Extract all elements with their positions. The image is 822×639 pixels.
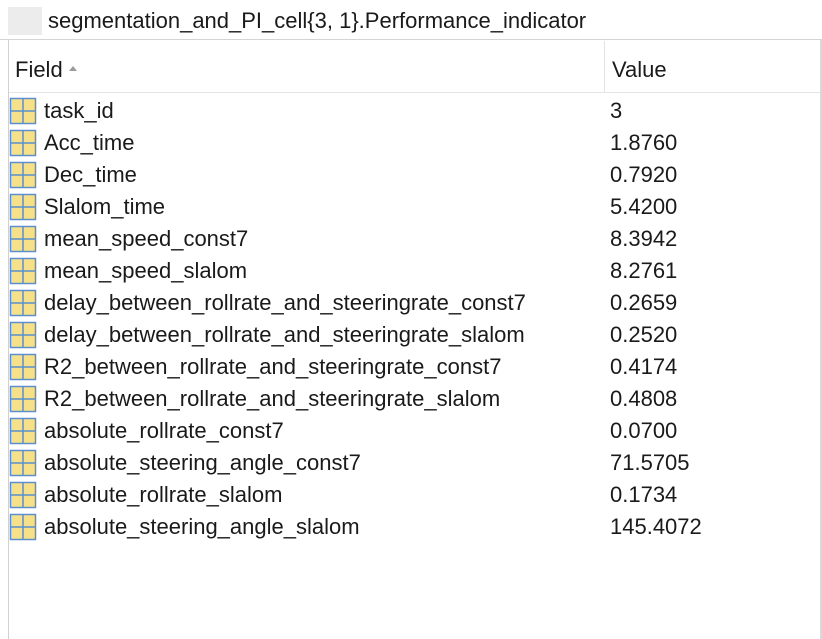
table-row[interactable]: mean_speed_const7 8.3942 <box>9 223 820 255</box>
row-field-name: mean_speed_slalom <box>44 258 248 283</box>
row-field-value[interactable]: 0.1734 <box>610 482 678 507</box>
table-row[interactable]: delay_between_rollrate_and_steeringrate_… <box>9 287 820 319</box>
table-header: Field Value <box>9 41 820 93</box>
row-field-name: mean_speed_const7 <box>44 226 249 251</box>
row-field-name: absolute_steering_angle_slalom <box>44 514 360 539</box>
row-field-name: absolute_rollrate_const7 <box>44 418 284 443</box>
table-row[interactable]: absolute_steering_angle_slalom 145.4072 <box>9 511 820 543</box>
window-title: segmentation_and_PI_cell{3, 1}.Performan… <box>48 8 587 33</box>
row-field-name: absolute_steering_angle_const7 <box>44 450 361 475</box>
struct-field-icon <box>9 353 37 381</box>
row-field-name: Acc_time <box>44 130 135 155</box>
row-field-value[interactable]: 0.2659 <box>610 290 678 315</box>
table-row[interactable]: absolute_steering_angle_const7 71.5705 <box>9 447 820 479</box>
table-row[interactable]: task_id 3 <box>9 95 820 127</box>
struct-field-icon <box>9 97 37 125</box>
row-field-value[interactable]: 0.4174 <box>610 354 678 379</box>
row-field-name: Slalom_time <box>44 194 166 219</box>
row-field-name: R2_between_rollrate_and_steeringrate_sla… <box>44 386 501 411</box>
table-row[interactable]: absolute_rollrate_slalom 0.1734 <box>9 479 820 511</box>
row-field-value[interactable]: 71.5705 <box>610 450 690 475</box>
left-border <box>8 40 9 639</box>
row-field-value[interactable]: 5.4200 <box>610 194 678 219</box>
table-row[interactable]: mean_speed_slalom 8.2761 <box>9 255 820 287</box>
table-row[interactable]: Acc_time 1.8760 <box>9 127 820 159</box>
column-header-value-label: Value <box>612 57 667 82</box>
table-body: task_id 3 Acc_time 1.8760 Dec_time 0.7920 Slal… <box>9 95 820 543</box>
row-field-value[interactable]: 8.3942 <box>610 226 678 251</box>
table-row[interactable]: R2_between_rollrate_and_steeringrate_con… <box>9 351 820 383</box>
struct-field-icon <box>9 417 37 445</box>
row-field-value[interactable]: 0.2520 <box>610 322 678 347</box>
struct-field-icon <box>9 161 37 189</box>
row-field-value[interactable]: 8.2761 <box>610 258 678 283</box>
row-field-name: R2_between_rollrate_and_steeringrate_con… <box>44 354 502 379</box>
table-row[interactable]: absolute_rollrate_const7 0.0700 <box>9 415 820 447</box>
table-row[interactable]: delay_between_rollrate_and_steeringrate_… <box>9 319 820 351</box>
row-field-value[interactable]: 145.4072 <box>610 514 702 539</box>
row-field-name: Dec_time <box>44 162 137 187</box>
struct-field-icon <box>9 481 37 509</box>
table-row[interactable]: Dec_time 0.7920 <box>9 159 820 191</box>
struct-field-icon <box>9 289 37 317</box>
variable-icon <box>8 7 42 35</box>
row-field-value[interactable]: 0.7920 <box>610 162 678 187</box>
sort-ascending-icon[interactable] <box>69 66 77 71</box>
struct-field-icon <box>9 449 37 477</box>
struct-field-icon <box>9 385 37 413</box>
struct-field-icon <box>9 321 37 349</box>
title-bar: segmentation_and_PI_cell{3, 1}.Performan… <box>0 0 822 40</box>
table-row[interactable]: R2_between_rollrate_and_steeringrate_sla… <box>9 383 820 415</box>
row-field-value[interactable]: 0.4808 <box>610 386 678 411</box>
scrollbar-edge[interactable] <box>820 40 822 639</box>
table-row[interactable]: Slalom_time 5.4200 <box>9 191 820 223</box>
struct-field-icon <box>9 513 37 541</box>
struct-field-icon <box>9 225 37 253</box>
column-header-field-label: Field <box>15 57 63 82</box>
struct-field-icon <box>9 129 37 157</box>
struct-field-icon <box>9 193 37 221</box>
row-field-name: absolute_rollrate_slalom <box>44 482 283 507</box>
row-field-value[interactable]: 0.0700 <box>610 418 678 443</box>
row-field-value[interactable]: 3 <box>610 98 623 123</box>
column-header-field[interactable]: Field <box>9 41 605 92</box>
column-header-value[interactable]: Value <box>605 41 820 92</box>
row-field-name: task_id <box>44 98 114 123</box>
row-field-value[interactable]: 1.8760 <box>610 130 678 155</box>
row-field-name: delay_between_rollrate_and_steeringrate_… <box>44 322 525 347</box>
struct-field-icon <box>9 257 37 285</box>
row-field-name: delay_between_rollrate_and_steeringrate_… <box>44 290 526 315</box>
